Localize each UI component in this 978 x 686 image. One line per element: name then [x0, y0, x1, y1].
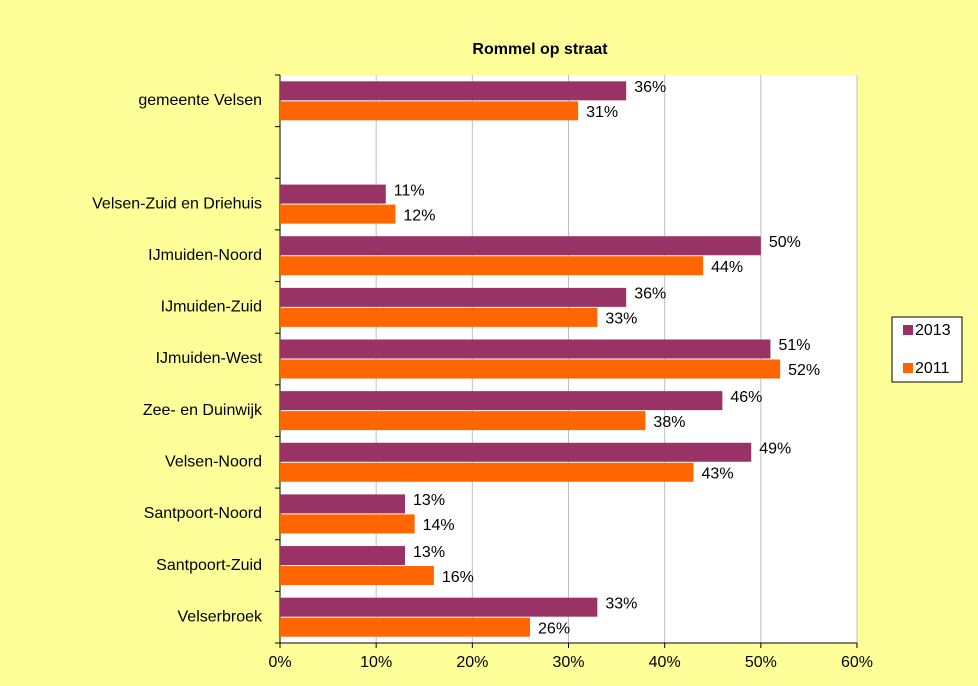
- y-tick-label: IJmuiden-Zuid: [161, 299, 262, 316]
- bar: [280, 339, 771, 359]
- value-label: 33%: [605, 311, 637, 328]
- y-tick-label: IJmuiden-West: [156, 350, 263, 367]
- x-tick-label: 20%: [456, 654, 488, 671]
- value-label: 49%: [759, 440, 791, 457]
- value-label: 51%: [778, 337, 810, 354]
- y-tick-label: gemeente Velsen: [138, 92, 262, 109]
- x-tick-label: 0%: [268, 654, 291, 671]
- y-tick-label: Zee- en Duinwijk: [143, 402, 263, 419]
- bar: [280, 287, 627, 307]
- value-label: 50%: [769, 234, 801, 251]
- value-label: 33%: [605, 595, 637, 612]
- bar: [280, 462, 694, 482]
- bar: [280, 307, 598, 327]
- bar: [280, 617, 531, 637]
- bar: [280, 514, 415, 534]
- bar: [280, 184, 386, 204]
- bar: [280, 81, 627, 101]
- legend-swatch: [903, 363, 913, 373]
- y-tick-label: Velsen-Noord: [165, 453, 262, 470]
- legend-swatch: [903, 325, 913, 335]
- legend-label: 2011: [915, 360, 950, 377]
- value-label: 36%: [634, 286, 666, 303]
- y-tick-label: Santpoort-Noord: [144, 505, 262, 522]
- value-label: 14%: [423, 517, 455, 534]
- x-tick-label: 30%: [552, 654, 584, 671]
- bar: [280, 411, 646, 431]
- bar: [280, 566, 434, 586]
- value-label: 43%: [702, 465, 734, 482]
- chart-title: Rommel op straat: [472, 41, 608, 58]
- value-label: 44%: [711, 259, 743, 276]
- bar: [280, 256, 704, 276]
- bar: [280, 204, 396, 224]
- value-label: 16%: [442, 569, 474, 586]
- value-label: 36%: [634, 79, 666, 96]
- bar: [280, 597, 598, 617]
- bar: [280, 494, 406, 514]
- y-tick-label: Velsen-Zuid en Driehuis: [92, 195, 262, 212]
- x-tick-label: 60%: [841, 654, 873, 671]
- bar: [280, 359, 781, 379]
- value-label: 31%: [586, 104, 618, 121]
- bar: [280, 546, 406, 566]
- value-label: 46%: [730, 389, 762, 406]
- legend-label: 2013: [915, 322, 951, 339]
- x-tick-label: 10%: [360, 654, 392, 671]
- bar: [280, 391, 723, 411]
- y-tick-label: Velserbroek: [178, 608, 263, 625]
- y-tick-label: IJmuiden-Noord: [148, 247, 262, 264]
- value-label: 38%: [653, 414, 685, 431]
- value-label: 11%: [394, 182, 425, 199]
- x-tick-label: 40%: [649, 654, 681, 671]
- x-tick-label: 50%: [745, 654, 777, 671]
- value-label: 52%: [788, 362, 820, 379]
- value-label: 13%: [413, 492, 445, 509]
- bar: [280, 236, 761, 256]
- value-label: 12%: [403, 207, 435, 224]
- value-label: 13%: [413, 544, 445, 561]
- value-label: 26%: [538, 620, 570, 637]
- bar: [280, 101, 579, 121]
- y-tick-label: Santpoort-Zuid: [156, 557, 262, 574]
- bar: [280, 442, 752, 462]
